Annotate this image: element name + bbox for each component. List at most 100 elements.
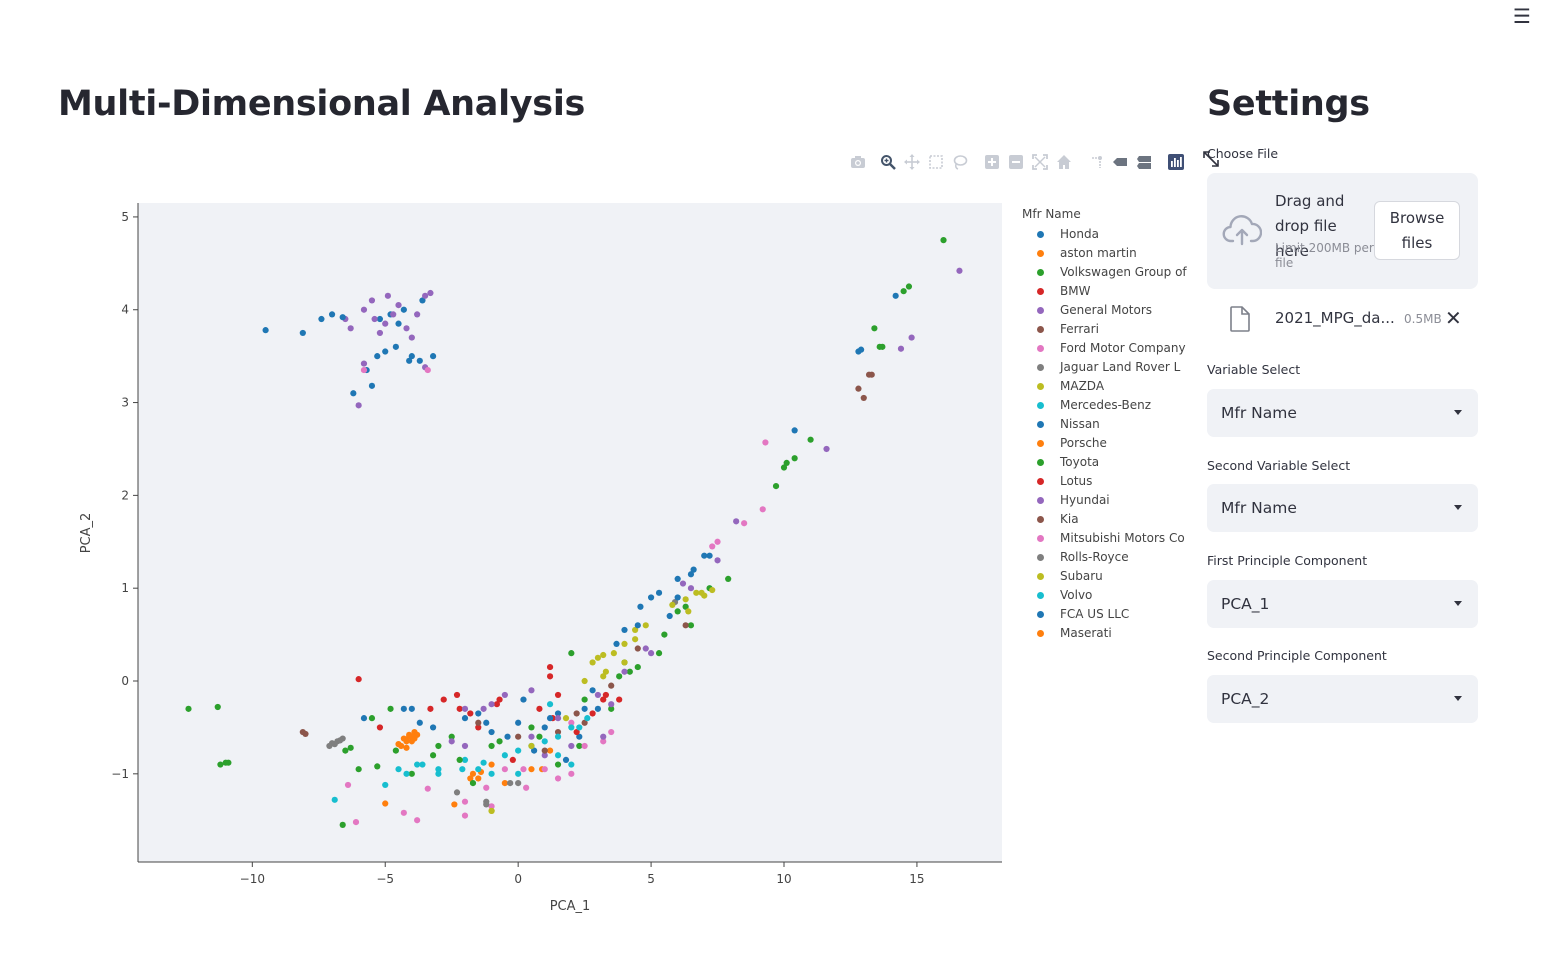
data-point[interactable] [435,770,442,777]
data-point[interactable] [759,506,766,513]
data-point[interactable] [475,719,482,726]
data-point[interactable] [488,803,495,810]
data-point[interactable] [392,343,399,350]
data-point[interactable] [475,766,482,773]
data-point[interactable] [408,770,415,777]
data-point[interactable] [589,659,596,666]
legend-item[interactable]: Honda [1022,225,1187,244]
remove-file-icon[interactable]: ✕ [1445,306,1462,330]
data-point[interactable] [626,668,633,675]
data-point[interactable] [374,763,381,770]
data-point[interactable] [400,705,407,712]
data-point[interactable] [546,663,554,671]
data-point[interactable] [823,445,830,453]
data-point[interactable] [621,626,628,634]
data-point[interactable] [528,742,535,750]
data-point[interactable] [520,696,527,703]
data-point[interactable] [602,668,609,675]
data-point[interactable] [328,311,336,318]
data-point[interactable] [610,650,617,657]
first-pc-select[interactable]: PCA_1 [1207,580,1478,628]
data-point[interactable] [868,371,875,378]
data-point[interactable] [576,733,583,740]
legend-item[interactable]: Kia [1022,510,1187,529]
data-point[interactable] [403,744,410,751]
hover-closest-icon[interactable] [1110,152,1130,172]
data-point[interactable] [714,557,721,564]
data-point[interactable] [408,334,415,341]
data-point[interactable] [621,640,628,647]
data-point[interactable] [581,705,588,712]
data-point[interactable] [576,742,583,750]
data-point[interactable] [339,821,346,828]
data-point[interactable] [546,747,554,754]
data-point[interactable] [541,752,548,759]
data-point[interactable] [594,654,602,661]
data-point[interactable] [467,775,474,782]
data-point[interactable] [940,237,947,244]
data-point[interactable] [554,715,562,722]
data-point[interactable] [382,781,389,789]
data-point[interactable] [581,677,588,685]
data-point[interactable] [541,738,548,745]
data-point[interactable] [701,552,708,559]
data-point[interactable] [461,756,469,764]
data-point[interactable] [424,785,431,792]
data-point[interactable] [419,761,426,768]
data-point[interactable] [371,315,378,323]
data-point[interactable] [488,701,495,708]
data-point[interactable] [791,427,798,434]
data-point[interactable] [515,770,522,777]
autoscale-icon[interactable] [1030,152,1050,172]
legend-item[interactable]: Ferrari [1022,320,1187,339]
plotly-logo-icon[interactable] [1166,152,1186,172]
data-point[interactable] [655,650,663,657]
data-point[interactable] [403,738,410,745]
data-point[interactable] [501,766,508,773]
data-point[interactable] [414,817,421,824]
data-point[interactable] [616,696,623,703]
data-point[interactable] [602,691,609,699]
data-point[interactable] [360,306,368,313]
data-point[interactable] [515,733,522,740]
data-point[interactable] [496,696,503,703]
data-point[interactable] [347,325,354,332]
data-point[interactable] [589,687,596,694]
data-point[interactable] [376,329,384,337]
data-point[interactable] [350,390,357,397]
data-point[interactable] [531,747,538,754]
data-point[interactable] [613,640,620,647]
data-point[interactable] [422,292,429,299]
legend-item[interactable]: Toyota [1022,453,1187,472]
data-point[interactable] [414,311,421,318]
data-point[interactable] [871,325,878,332]
data-point[interactable] [406,357,413,364]
data-point[interactable] [621,668,628,675]
data-point[interactable] [634,622,641,629]
data-point[interactable] [554,761,562,768]
data-point[interactable] [780,464,788,471]
legend-item[interactable]: Rolls-Royce [1022,548,1187,567]
data-point[interactable] [741,520,748,527]
spike-lines-icon[interactable] [1086,152,1106,172]
data-point[interactable] [331,796,338,803]
data-point[interactable] [642,622,649,629]
data-point[interactable] [344,781,352,789]
data-point[interactable] [698,589,705,596]
data-point[interactable] [685,608,692,615]
legend-item[interactable]: aston martin [1022,244,1187,263]
data-point[interactable] [355,766,362,773]
data-point[interactable] [541,766,548,773]
data-point[interactable] [347,744,354,751]
data-point[interactable] [655,589,663,596]
data-point[interactable] [400,809,407,816]
fullscreen-icon[interactable] [1202,150,1220,168]
data-point[interactable] [772,482,780,490]
data-point[interactable] [546,673,554,680]
data-point[interactable] [528,733,535,740]
data-point[interactable] [621,659,628,666]
data-point[interactable] [879,343,886,350]
camera-icon[interactable] [848,152,868,172]
data-point[interactable] [520,766,527,773]
data-point[interactable] [414,731,421,738]
